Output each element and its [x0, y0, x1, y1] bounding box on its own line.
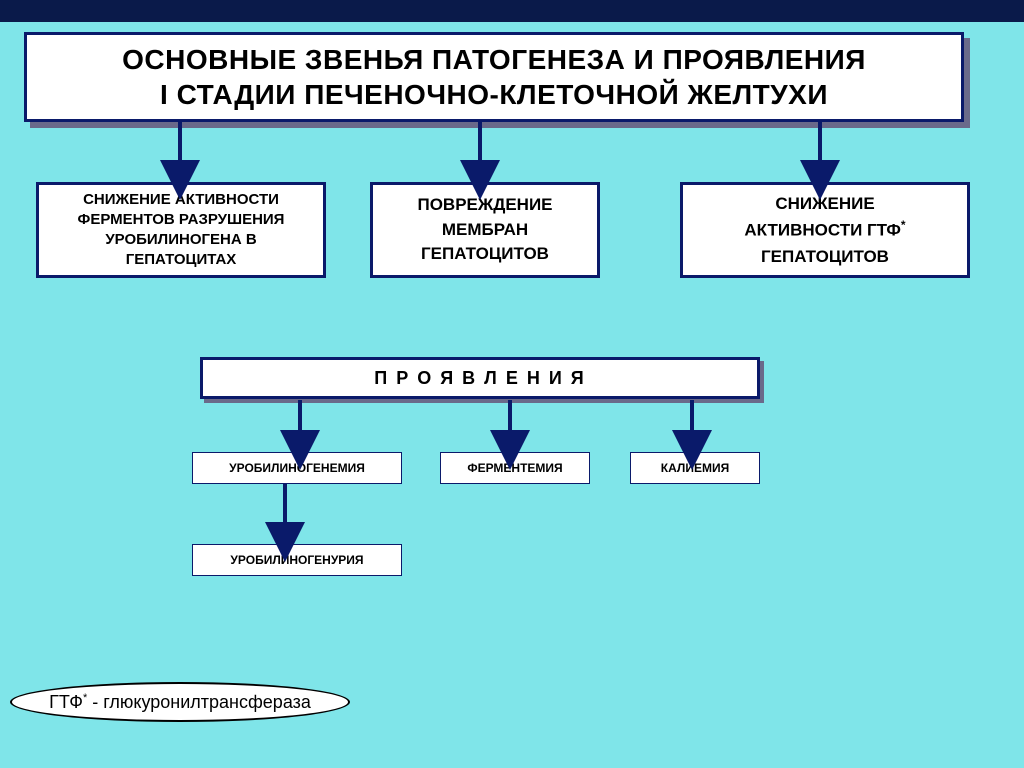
row2-box-3-text: КАЛИЕМИЯ	[661, 461, 729, 475]
row3-box-1-text: УРОБИЛИНОГЕНУРИЯ	[230, 553, 363, 567]
diagram-canvas: ОСНОВНЫЕ ЗВЕНЬЯ ПАТОГЕНЕЗА И ПРОЯВЛЕНИЯ …	[0, 22, 1024, 768]
row1-box-3: СНИЖЕНИЕ АКТИВНОСТИ ГТФ* ГЕПАТОЦИТОВ	[680, 182, 970, 278]
title-line-1: ОСНОВНЫЕ ЗВЕНЬЯ ПАТОГЕНЕЗА И ПРОЯВЛЕНИЯ	[122, 42, 866, 77]
title-box: ОСНОВНЫЕ ЗВЕНЬЯ ПАТОГЕНЕЗА И ПРОЯВЛЕНИЯ …	[24, 32, 964, 122]
row1-box-2-text: ПОВРЕЖДЕНИЕ МЕМБРАН ГЕПАТОЦИТОВ	[383, 193, 587, 267]
row1-box-3-l1: СНИЖЕНИЕ	[775, 191, 874, 217]
row2-box-2-text: ФЕРМЕНТЕМИЯ	[467, 461, 562, 475]
row2-box-1-text: УРОБИЛИНОГЕНЕМИЯ	[229, 461, 365, 475]
row3-box-1: УРОБИЛИНОГЕНУРИЯ	[192, 544, 402, 576]
top-bar	[0, 0, 1024, 22]
manifestations-label: П Р О Я В Л Е Н И Я	[374, 368, 585, 389]
row2-box-1: УРОБИЛИНОГЕНЕМИЯ	[192, 452, 402, 484]
row1-box-1: СНИЖЕНИЕ АКТИВНОСТИ ФЕРМЕНТОВ РАЗРУШЕНИЯ…	[36, 182, 326, 278]
row1-box-1-text: СНИЖЕНИЕ АКТИВНОСТИ ФЕРМЕНТОВ РАЗРУШЕНИЯ…	[49, 190, 313, 271]
manifestations-header: П Р О Я В Л Е Н И Я	[200, 357, 760, 399]
title-line-2: I СТАДИИ ПЕЧЕНОЧНО-КЛЕТОЧНОЙ ЖЕЛТУХИ	[160, 77, 828, 112]
row1-box-2: ПОВРЕЖДЕНИЕ МЕМБРАН ГЕПАТОЦИТОВ	[370, 182, 600, 278]
row1-box-3-l2: АКТИВНОСТИ ГТФ*	[744, 216, 905, 243]
row2-box-3: КАЛИЕМИЯ	[630, 452, 760, 484]
row1-box-3-l3: ГЕПАТОЦИТОВ	[761, 244, 889, 270]
row2-box-2: ФЕРМЕНТЕМИЯ	[440, 452, 590, 484]
footnote-text: ГТФ* - глюкуронилтрансфераза	[49, 692, 311, 713]
footnote-ellipse: ГТФ* - глюкуронилтрансфераза	[10, 682, 350, 722]
